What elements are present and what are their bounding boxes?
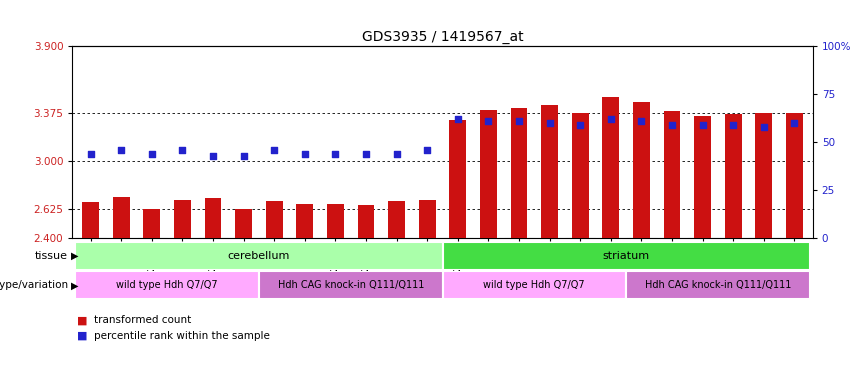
Text: genotype/variation: genotype/variation <box>0 280 68 290</box>
Text: cerebellum: cerebellum <box>228 251 290 261</box>
Title: GDS3935 / 1419567_at: GDS3935 / 1419567_at <box>362 30 523 44</box>
Text: wild type Hdh Q7/Q7: wild type Hdh Q7/Q7 <box>483 280 585 290</box>
Point <box>84 151 98 157</box>
Bar <box>786 113 802 238</box>
Bar <box>443 242 809 270</box>
Point <box>145 151 158 157</box>
Bar <box>144 209 160 238</box>
Text: Hdh CAG knock-in Q111/Q111: Hdh CAG knock-in Q111/Q111 <box>277 280 424 290</box>
Bar <box>76 242 443 270</box>
Bar <box>626 271 809 299</box>
Bar <box>480 110 497 238</box>
Bar <box>419 200 436 238</box>
Point <box>574 122 587 128</box>
Bar <box>511 108 528 238</box>
Bar <box>756 113 772 238</box>
Point <box>267 147 281 153</box>
Point <box>298 151 311 157</box>
Bar <box>76 271 259 299</box>
Bar <box>357 205 374 238</box>
Point <box>175 147 189 153</box>
Bar <box>633 103 650 238</box>
Point <box>727 122 740 128</box>
Text: Hdh CAG knock-in Q111/Q111: Hdh CAG knock-in Q111/Q111 <box>645 280 791 290</box>
Text: percentile rank within the sample: percentile rank within the sample <box>94 331 270 341</box>
Point <box>512 118 526 124</box>
Bar <box>443 271 626 299</box>
Point <box>482 118 495 124</box>
Point <box>665 122 679 128</box>
Bar <box>266 201 283 238</box>
Bar <box>664 111 681 238</box>
Point <box>206 152 220 159</box>
Point <box>237 152 250 159</box>
Bar <box>449 120 466 238</box>
Point <box>390 151 403 157</box>
Point <box>420 147 434 153</box>
Text: transformed count: transformed count <box>94 315 191 325</box>
Bar <box>541 105 558 238</box>
Text: wild type Hdh Q7/Q7: wild type Hdh Q7/Q7 <box>117 280 218 290</box>
Text: striatum: striatum <box>603 251 649 261</box>
Text: ▶: ▶ <box>71 251 78 261</box>
Bar <box>327 204 344 238</box>
Point <box>543 120 557 126</box>
Point <box>787 120 801 126</box>
Bar <box>113 197 129 238</box>
Text: tissue: tissue <box>35 251 68 261</box>
Point <box>635 118 648 124</box>
Point <box>757 124 770 130</box>
Bar <box>603 97 620 238</box>
Bar <box>725 114 741 238</box>
Point <box>604 116 618 122</box>
Point <box>451 116 465 122</box>
Bar <box>174 200 191 238</box>
Text: ■: ■ <box>77 315 87 325</box>
Bar <box>259 271 443 299</box>
Bar <box>388 201 405 238</box>
Point <box>115 147 129 153</box>
Text: ▶: ▶ <box>71 280 78 290</box>
Bar <box>694 116 711 238</box>
Bar <box>296 204 313 238</box>
Bar <box>572 113 589 238</box>
Bar <box>235 209 252 238</box>
Bar <box>204 199 221 238</box>
Bar <box>83 202 99 238</box>
Point <box>328 151 342 157</box>
Text: ■: ■ <box>77 331 87 341</box>
Point <box>359 151 373 157</box>
Point <box>696 122 710 128</box>
